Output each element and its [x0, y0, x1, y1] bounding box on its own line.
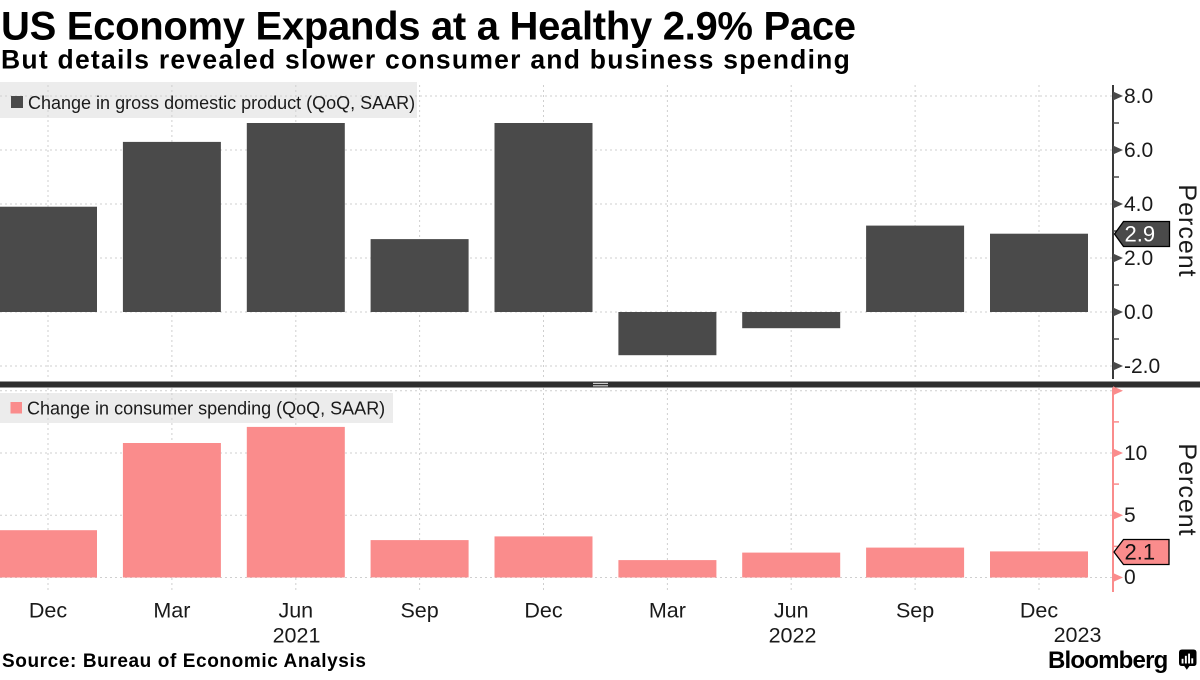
svg-text:Sep: Sep: [400, 599, 438, 623]
svg-text:But details revealed slower co: But details revealed slower consumer and…: [1, 45, 851, 75]
svg-text:Mar: Mar: [153, 599, 190, 623]
svg-text:Source: Bureau of Economic Ana: Source: Bureau of Economic Analysis: [2, 651, 367, 672]
svg-text:2.9: 2.9: [1125, 222, 1156, 247]
svg-text:2021: 2021: [273, 624, 321, 648]
svg-text:Sep: Sep: [896, 599, 934, 623]
svg-text:8.0: 8.0: [1124, 85, 1153, 108]
svg-text:Dec: Dec: [29, 599, 67, 623]
svg-text:2023: 2023: [1054, 623, 1102, 647]
svg-text:2.0: 2.0: [1124, 247, 1153, 270]
svg-text:0: 0: [1124, 566, 1136, 589]
svg-text:6.0: 6.0: [1124, 139, 1153, 162]
svg-text:0.0: 0.0: [1124, 301, 1153, 324]
svg-text:Bloomberg: Bloomberg: [1048, 647, 1168, 674]
svg-text:Jun: Jun: [278, 599, 313, 623]
svg-text:Change in gross domestic produ: Change in gross domestic product (QoQ, S…: [28, 93, 415, 113]
svg-text:Dec: Dec: [524, 599, 562, 623]
svg-text:2022: 2022: [769, 624, 817, 648]
svg-text:10: 10: [1124, 442, 1147, 465]
svg-text:-2.0: -2.0: [1124, 355, 1160, 378]
svg-text:Change in consumer spending (Q: Change in consumer spending (QoQ, SAAR): [27, 399, 385, 419]
svg-text:5: 5: [1124, 504, 1136, 527]
svg-text:4.0: 4.0: [1124, 193, 1153, 216]
svg-text:Dec: Dec: [1020, 599, 1058, 623]
svg-text:Mar: Mar: [649, 599, 686, 623]
svg-text:Percent: Percent: [1173, 184, 1200, 277]
svg-text:Percent: Percent: [1173, 443, 1200, 536]
svg-text:2.1: 2.1: [1125, 540, 1156, 565]
svg-text:US Economy Expands at a Health: US Economy Expands at a Healthy 2.9% Pac…: [1, 5, 856, 49]
svg-text:Jun: Jun: [774, 599, 809, 623]
